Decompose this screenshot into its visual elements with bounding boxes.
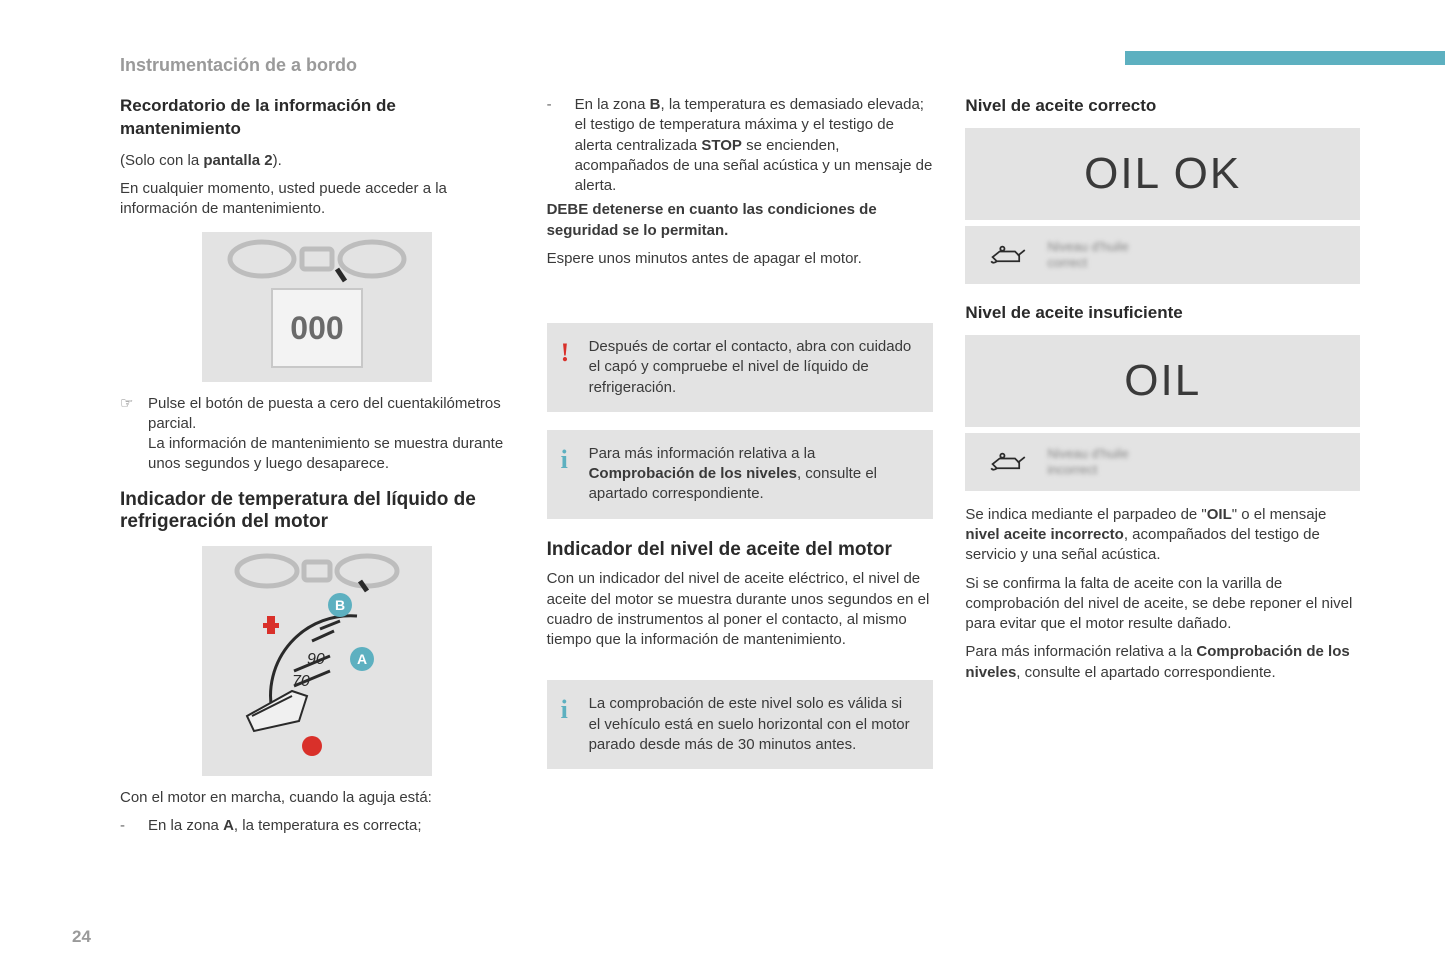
dashboard-icon: 000 [217, 237, 417, 377]
info-icon: i [561, 692, 568, 727]
oil-can-icon [987, 450, 1029, 474]
warning-callout: ! Después de cortar el contacto, abra co… [547, 323, 934, 412]
section-tab [1125, 51, 1445, 65]
coolant-temp-title: Indicador de temperatura del líquido de … [120, 489, 515, 535]
maintenance-step: ☞ Pulse el botón de puesta a cero del cu… [120, 394, 515, 475]
oil-ok-message: Niveau d'huile correct [965, 226, 1360, 284]
info-validity-text: La comprobación de este nivel solo es vá… [589, 694, 916, 755]
svg-text:90: 90 [307, 651, 325, 668]
wait-instruction: Espere unos minutos antes de apagar el m… [547, 249, 934, 269]
info-callout-validity: i La comprobación de este nivel solo es … [547, 680, 934, 769]
stop-instruction: DEBE detenerse en cuanto las condiciones… [547, 200, 934, 241]
pointer-icon: ☞ [120, 394, 138, 475]
svg-text:A: A [357, 651, 367, 667]
warning-text: Después de cortar el contacto, abra con … [589, 337, 916, 398]
info-text: Para más información relativa a la Compr… [589, 444, 916, 505]
oil-level-title: Indicador del nivel de aceite del motor [547, 539, 934, 562]
info-icon: i [561, 442, 568, 477]
svg-text:B: B [335, 597, 345, 613]
column-3: Nivel de aceite correcto OIL OK Niveau d… [965, 95, 1360, 841]
oil-low-title: Nivel de aceite insuficiente [965, 302, 1360, 325]
warning-icon: ! [561, 335, 570, 370]
svg-text:000: 000 [291, 310, 344, 346]
oil-ok-display: OIL OK [965, 128, 1360, 220]
dashboard-figure: 000 [202, 232, 432, 382]
oil-low-message: Niveau d'huile incorrect [965, 433, 1360, 491]
svg-text:70: 70 [292, 673, 310, 690]
section-header: Instrumentación de a bordo [120, 55, 357, 76]
maintenance-reminder-title: Recordatorio de la información de manten… [120, 95, 515, 141]
column-2: - En la zona B, la temperatura es demasi… [547, 95, 934, 841]
oil-level-desc: Con un indicador del nivel de aceite elé… [547, 569, 934, 650]
coolant-zone-b: - En la zona B, la temperatura es demasi… [547, 95, 934, 196]
maintenance-p2: En cualquier momento, usted puede accede… [120, 179, 515, 220]
oil-low-display: OIL [965, 335, 1360, 427]
info-callout-levels: i Para más información relativa a la Com… [547, 430, 934, 519]
column-1: Recordatorio de la información de manten… [120, 95, 515, 841]
maintenance-p1: (Solo con la pantalla 2). [120, 151, 515, 171]
coolant-gauge-figure: A B 90 70 [202, 546, 432, 776]
coolant-zone-a: - En la zona A, la temperatura es correc… [120, 816, 515, 836]
oil-ok-title: Nivel de aceite correcto [965, 95, 1360, 118]
coolant-gauge-icon: A B 90 70 [212, 551, 422, 771]
oil-can-icon [987, 243, 1029, 267]
content-columns: Recordatorio de la información de manten… [120, 95, 1360, 841]
oil-low-p1: Se indica mediante el parpadeo de "OIL" … [965, 505, 1360, 566]
oil-low-p3: Para más información relativa a la Compr… [965, 642, 1360, 683]
oil-low-p2: Si se confirma la falta de aceite con la… [965, 574, 1360, 635]
page-number: 24 [72, 927, 91, 947]
coolant-intro: Con el motor en marcha, cuando la aguja … [120, 788, 515, 808]
